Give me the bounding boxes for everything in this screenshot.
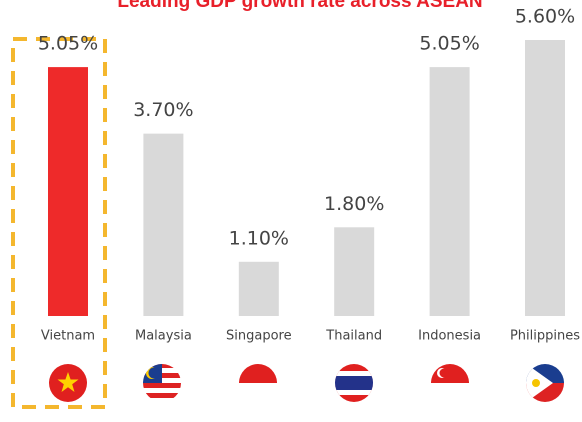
flag-singapore [239,364,277,402]
x-tick-label: Thailand [325,329,382,344]
bar [334,227,375,316]
flag-malaysia [143,364,181,402]
value-label: 5.05% [419,33,479,55]
flag-indonesia [431,364,469,402]
highlight-box [11,37,107,409]
bar [143,133,184,316]
x-tick-label: Indonesia [418,329,481,344]
value-label: 3.70% [133,99,193,121]
x-tick-label: Malaysia [135,329,192,344]
chart-title: Leading GDP growth rate across ASEAN [117,0,482,12]
bar [48,67,88,316]
flag-thailand [335,364,373,402]
flag-philippines [526,364,564,402]
x-tick-label: Vietnam [41,329,95,344]
bar [525,40,565,316]
bar [238,261,279,316]
value-label: 5.60% [515,6,575,28]
flag-vietnam [49,364,87,402]
x-tick-label: Philippines [510,329,580,344]
bar [429,67,470,316]
flags [49,364,564,402]
value-label: 5.05% [38,33,98,55]
value-label: 1.80% [324,193,384,215]
x-tick-label: Singapore [226,329,292,344]
value-label: 1.10% [229,227,289,249]
